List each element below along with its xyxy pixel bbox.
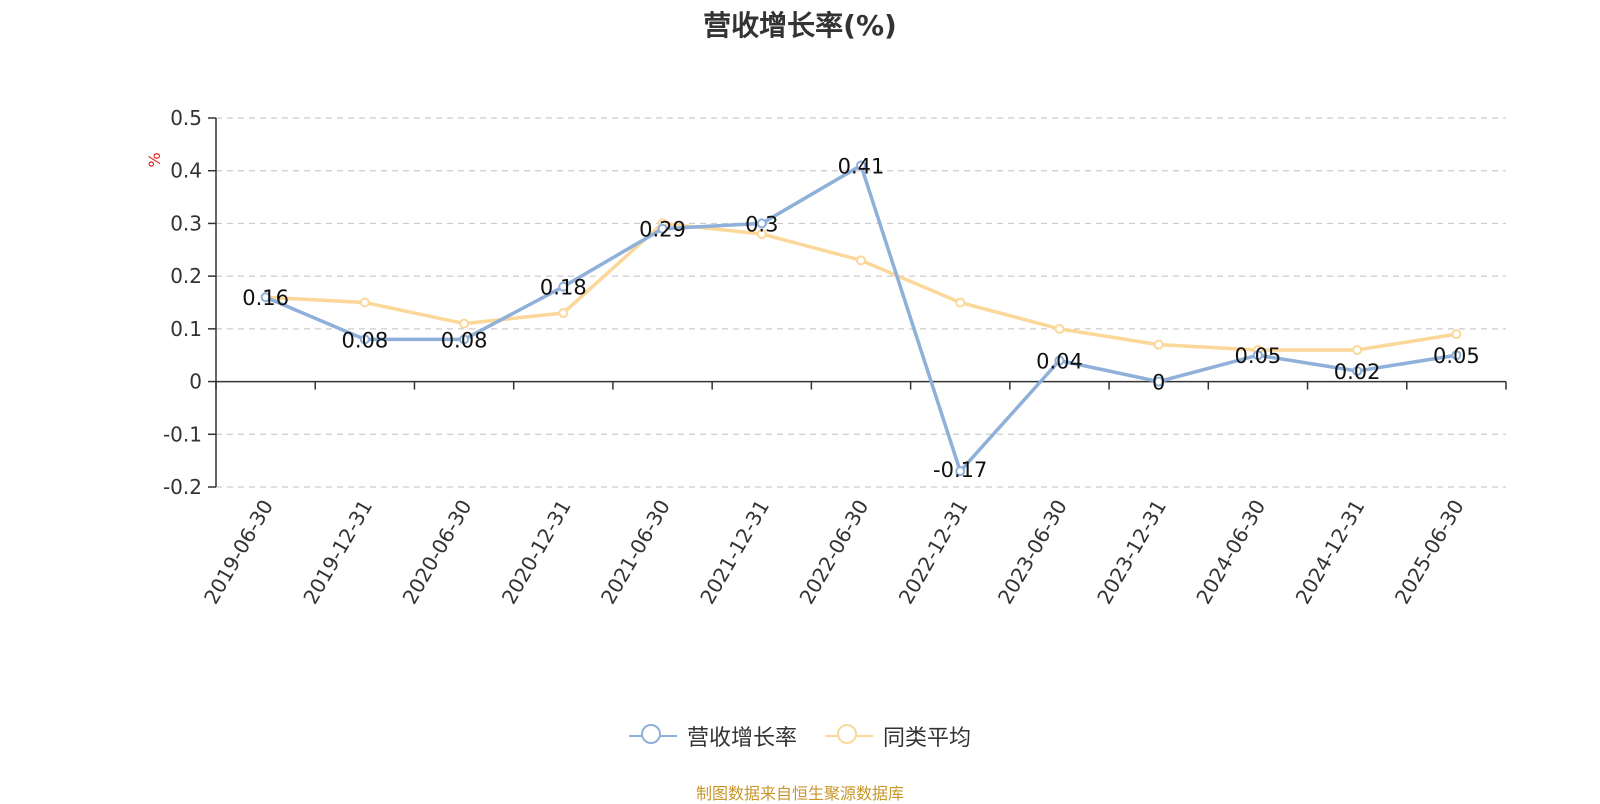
- data-point-series-2: [955, 297, 966, 308]
- data-label: 0.18: [540, 276, 587, 300]
- legend-label-series-1: 营收增长率: [686, 726, 797, 751]
- x-tick-label: 2022-12-31: [894, 496, 973, 609]
- data-label: 0.08: [341, 328, 388, 352]
- data-point-series-1: [756, 218, 767, 229]
- data-label: 0.41: [838, 154, 885, 178]
- data-label: 0.04: [1036, 349, 1083, 373]
- data-point-series-2: [856, 255, 866, 266]
- data-point-series-1: [1153, 376, 1164, 387]
- data-label: 0.29: [639, 218, 686, 242]
- x-tick-label: 2021-12-31: [695, 496, 774, 609]
- x-tick-label: 2019-12-31: [298, 496, 377, 609]
- chart-title: 营收增长率(%): [703, 9, 897, 42]
- legend-swatch-series-1: [628, 724, 677, 748]
- x-tick-label: 2023-12-31: [1092, 496, 1171, 609]
- x-tick-label: 2024-06-30: [1191, 496, 1270, 609]
- data-point-series-2: [359, 297, 370, 308]
- y-tick-label: -0.2: [163, 475, 202, 499]
- x-tick-label: 2020-12-31: [497, 496, 576, 609]
- source-note: 制图数据来自恒生聚源数据库: [695, 784, 904, 803]
- data-point-series-1: [955, 466, 966, 477]
- data-label: 0.05: [1235, 344, 1282, 368]
- data-point-series-1: [1352, 366, 1363, 377]
- data-label: 0.02: [1334, 360, 1381, 384]
- x-tick-label: 2024-12-31: [1291, 496, 1370, 609]
- data-label: 0: [1152, 371, 1165, 395]
- legend: 营收增长率 同类平均: [0, 720, 1600, 752]
- legend-label-series-2: 同类平均: [883, 726, 972, 751]
- data-point-series-1: [558, 281, 569, 292]
- y-tick-label: 0.2: [170, 264, 202, 288]
- data-point-series-1: [856, 160, 866, 171]
- y-tick-label: 0: [189, 370, 202, 394]
- legend-item-series-1[interactable]: 营收增长率: [628, 720, 797, 752]
- data-label: 0.05: [1433, 344, 1480, 368]
- y-tick-label: 0.1: [170, 317, 202, 341]
- x-tick-label: 2020-06-30: [398, 496, 477, 609]
- data-point-series-2: [1451, 329, 1462, 340]
- legend-item-series-2[interactable]: 同类平均: [825, 720, 971, 752]
- data-point-series-2: [1352, 344, 1363, 355]
- legend-swatch-series-2: [825, 724, 873, 748]
- data-label: 0.08: [441, 328, 488, 352]
- y-tick-label: 0.4: [170, 159, 202, 183]
- x-tick-label: 2021-06-30: [596, 496, 675, 609]
- x-tick-label: 2022-06-30: [794, 496, 873, 609]
- data-point-series-2: [558, 308, 569, 319]
- y-axis-unit-label: %: [145, 152, 164, 167]
- data-point-series-1: [1252, 350, 1263, 361]
- y-tick-label: 0.3: [170, 211, 202, 235]
- data-point-series-2: [1153, 339, 1164, 350]
- data-point-series-1: [359, 334, 370, 345]
- data-label: 0.3: [745, 212, 778, 236]
- data-point-series-1: [657, 223, 668, 234]
- data-point-series-2: [756, 228, 767, 239]
- y-tick-label: 0.5: [170, 106, 202, 130]
- data-label: 0.16: [242, 286, 289, 310]
- data-point-series-1: [1054, 355, 1065, 366]
- data-point-series-2: [1054, 323, 1065, 334]
- data-point-series-2: [459, 318, 470, 329]
- y-tick-label: -0.1: [163, 422, 202, 446]
- x-tick-label: 2025-06-30: [1390, 496, 1469, 609]
- data-point-series-1: [459, 334, 470, 345]
- x-tick-label: 2019-06-30: [199, 496, 278, 609]
- x-tick-label: 2023-06-30: [993, 496, 1072, 609]
- data-point-series-1: [260, 292, 271, 303]
- data-point-series-1: [1451, 350, 1462, 361]
- data-label: -0.17: [933, 458, 987, 482]
